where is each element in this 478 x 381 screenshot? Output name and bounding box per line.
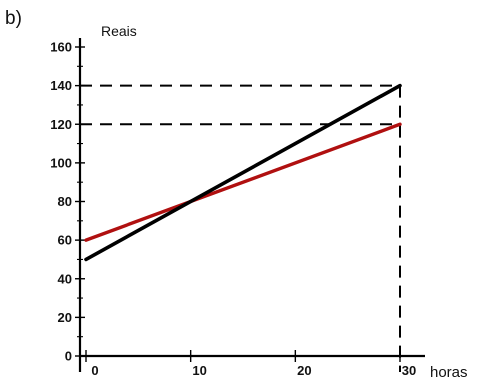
y-tick-label: 160 [50, 40, 72, 55]
y-tick-label: 40 [58, 271, 72, 286]
y-tick-label: 120 [50, 117, 72, 132]
axes [75, 38, 425, 372]
x-tick-label: 0 [91, 363, 98, 378]
y-tick-label: 100 [50, 155, 72, 170]
part-label: b) [5, 8, 22, 29]
series-line-1 [84, 122, 402, 242]
x-tick-label: 30 [402, 363, 416, 378]
series-lines [84, 83, 402, 262]
y-tick-label: 80 [58, 194, 72, 209]
y-tick-label: 60 [58, 233, 72, 248]
y-tick-label: 20 [58, 310, 72, 325]
y-axis-label: Reais [101, 23, 137, 39]
x-tick-label: 10 [192, 363, 206, 378]
tick-labels: 0 20 40 60 80 100 120 140 160 0 10 20 30 [50, 40, 416, 379]
x-axis-label: horas [430, 364, 468, 381]
y-tick-label: 140 [50, 78, 72, 93]
y-tick-label: 0 [65, 349, 72, 364]
guide-lines [80, 84, 401, 372]
x-tick-label: 20 [297, 363, 311, 378]
series-line-2 [84, 83, 402, 262]
